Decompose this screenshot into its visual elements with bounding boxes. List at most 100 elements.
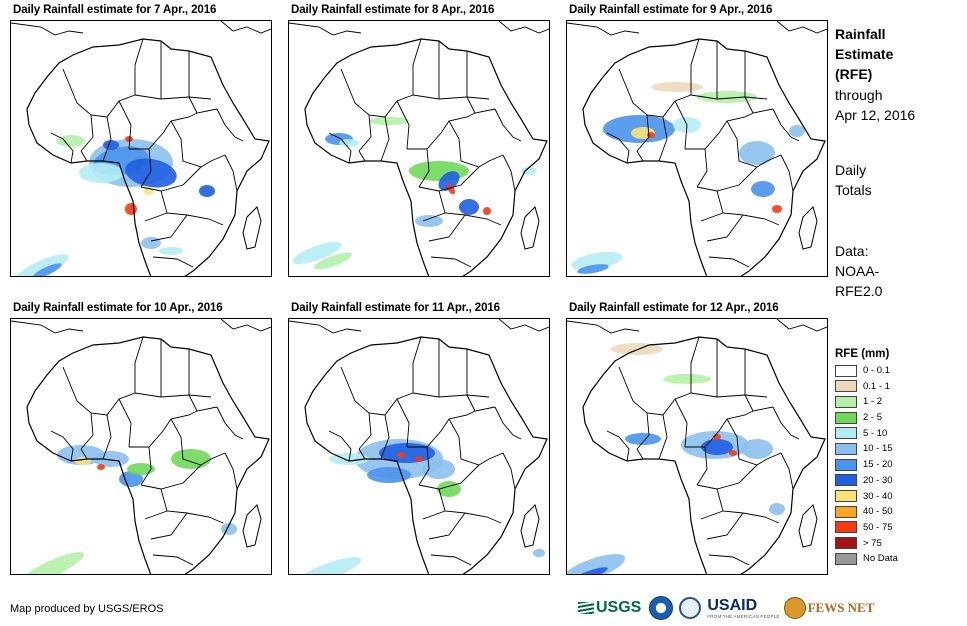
map-area [288,318,550,575]
country-border [50,430,74,462]
country-border [11,22,84,36]
country-border [696,148,708,188]
legend-label: 20 - 30 [863,474,893,486]
rainfall-area [447,183,455,195]
legend-swatch [835,490,857,502]
map-panel-apr12: Daily Rainfall estimate for 12 Apr., 201… [566,302,828,575]
daily-totals-block: Daily Totals [835,160,872,200]
country-border [776,319,827,332]
rainfall-map-svg [567,21,827,276]
rainfall-map-svg [567,319,827,574]
country-border [150,214,188,242]
map-area [10,20,272,277]
rainfall-map-svg [289,21,549,276]
country-border [11,320,84,334]
daily-line2: Totals [835,182,872,198]
legend-label: 0.1 - 1 [863,380,890,392]
country-border [658,414,668,460]
legend-label: 30 - 40 [863,490,893,502]
country-border [418,464,480,490]
rainfall-area [141,237,161,249]
usaid-logo-text: USAID [707,596,758,614]
usgs-logo-text: USGS [596,599,642,616]
legend-label: No Data [863,553,898,565]
country-border [498,319,549,332]
map-panel-apr10: Daily Rainfall estimate for 10 Apr., 201… [10,302,272,575]
panel-title: Daily Rainfall estimate for 9 Apr., 2016 [569,4,773,16]
country-border [412,392,490,398]
country-border [140,464,202,490]
rainfall-area [459,199,479,215]
africa-coastline [304,38,548,276]
legend-rows: 0 - 0.1 0.1 - 1 1 - 2 2 - 5 5 - 10 10 - 15 15 … [835,364,898,565]
data-line3: RFE2.0 [835,283,883,299]
legend-item: 30 - 40 [835,490,898,503]
rainfall-area [397,452,405,458]
through-date-block: through Apr 12, 2016 [835,85,915,125]
country-border [134,94,212,100]
globe-icon [783,597,806,619]
country-border [129,406,218,448]
daily-line1: Daily [835,162,867,178]
usaid-logo: USAID FROM THE AMERICAN PEOPLE [707,596,780,619]
country-border [690,94,768,100]
madagascar-outline [798,206,818,250]
rainfall-area [438,171,460,191]
country-border [134,336,144,393]
legend-item: No Data [835,552,898,565]
usaid-logo-subtext: FROM THE AMERICAN PEOPLE [707,613,780,619]
legend-item: 0.1 - 1 [835,380,898,393]
logo-strip: USGS USAID FROM THE AMERICAN PEOPLE FEWS… [578,594,874,622]
legend-label: 40 - 50 [863,506,893,518]
rainfall-area [103,140,119,150]
country-border [328,132,352,164]
country-border [696,464,758,490]
rainfall-area [651,82,703,92]
country-border [50,132,74,164]
country-border [466,51,476,114]
country-border [696,166,758,192]
rainfall-map-svg [11,319,271,574]
country-border [412,336,422,393]
country-border [144,510,168,520]
country-border [102,116,112,162]
panel-title: Daily Rainfall estimate for 10 Apr., 201… [13,302,223,314]
legend-item: 50 - 75 [835,521,898,534]
rfe-title: Rainfall Estimate (RFE) [835,24,893,84]
rainfall-area [789,125,805,137]
legend-item: > 75 [835,537,898,550]
map-area [10,318,272,575]
legend: RFE (mm) 0 - 0.1 0.1 - 1 1 - 2 2 - 5 5 - 10 1… [835,348,898,568]
country-border [220,319,271,332]
country-border [224,154,238,192]
country-border [466,349,476,412]
country-border [102,414,112,460]
rainfall-area [409,161,469,181]
country-border [134,38,144,95]
usgs-logo: USGS [578,599,641,617]
country-border [567,320,640,334]
country-border [674,100,688,150]
country-border [134,392,212,398]
country-border [80,150,88,162]
rainfall-area [729,450,737,456]
rainfall-area [32,263,62,276]
rainfall-area [697,91,757,103]
legend-item: 1 - 2 [835,395,898,408]
country-border [700,212,724,222]
country-border [160,190,224,226]
rainfall-area [18,552,84,574]
country-border [606,132,630,164]
rainfall-map-svg [11,21,271,276]
country-border [358,412,372,450]
legend-label: > 75 [863,537,882,549]
africa-coastline [26,38,270,276]
country-border [636,412,650,450]
legend-label: 15 - 20 [863,459,893,471]
country-border [716,190,780,226]
country-border [289,320,362,334]
rainfall-area [57,135,85,147]
rainfall-area [772,205,782,213]
legend-swatch [835,380,857,393]
country-border [706,512,744,540]
